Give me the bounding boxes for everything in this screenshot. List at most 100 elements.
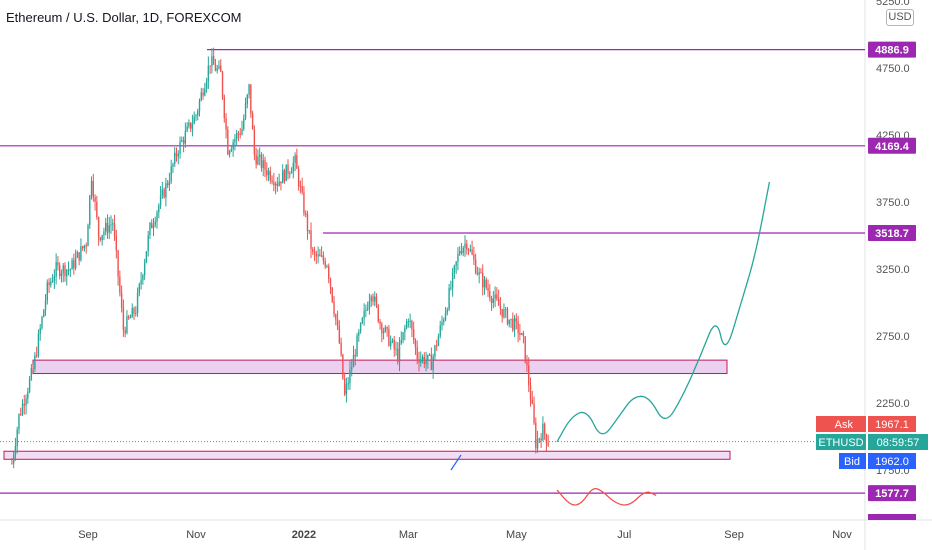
candle bbox=[280, 181, 282, 184]
candle bbox=[143, 262, 146, 276]
candle bbox=[361, 318, 364, 324]
candle bbox=[393, 339, 395, 350]
candle bbox=[12, 455, 15, 464]
candle bbox=[372, 296, 374, 302]
currency-badge[interactable]: USD bbox=[886, 9, 914, 26]
candle bbox=[505, 309, 507, 311]
candle bbox=[388, 329, 390, 346]
candle bbox=[432, 356, 434, 370]
candle bbox=[230, 149, 233, 152]
candle bbox=[282, 170, 284, 184]
candle bbox=[365, 309, 367, 311]
candle bbox=[487, 287, 489, 292]
candle bbox=[425, 360, 427, 365]
candle bbox=[324, 261, 326, 267]
candle bbox=[397, 348, 399, 363]
candle bbox=[404, 328, 406, 333]
candle bbox=[366, 308, 369, 310]
candle bbox=[480, 272, 482, 274]
candle bbox=[74, 257, 77, 269]
candle bbox=[389, 341, 392, 346]
candle bbox=[18, 414, 20, 430]
candle bbox=[16, 429, 18, 447]
level-tag bbox=[868, 41, 916, 58]
candle bbox=[467, 249, 470, 251]
candle bbox=[124, 330, 126, 334]
candle bbox=[94, 197, 96, 202]
candle bbox=[543, 423, 546, 435]
x-tick-label: Sep bbox=[78, 529, 98, 541]
candle bbox=[308, 230, 310, 232]
candle bbox=[90, 180, 93, 196]
y-tick-label: 4750.0 bbox=[876, 63, 910, 75]
candle bbox=[489, 291, 491, 299]
candle bbox=[135, 313, 137, 315]
candle bbox=[251, 113, 254, 130]
candle bbox=[515, 318, 518, 322]
candle bbox=[234, 138, 236, 143]
candle bbox=[186, 126, 188, 132]
candle bbox=[244, 104, 247, 119]
candle bbox=[129, 317, 132, 319]
candle bbox=[503, 309, 505, 318]
candle bbox=[110, 224, 112, 226]
candle bbox=[262, 160, 264, 169]
candle bbox=[289, 173, 291, 175]
candle bbox=[497, 298, 500, 306]
support-zone bbox=[32, 359, 728, 375]
candle bbox=[207, 65, 210, 81]
candle bbox=[62, 265, 64, 274]
candle bbox=[191, 123, 194, 129]
candle bbox=[64, 265, 66, 277]
candle bbox=[138, 284, 141, 294]
candle bbox=[283, 170, 286, 181]
candle bbox=[274, 183, 277, 186]
candle bbox=[342, 354, 344, 379]
candle bbox=[67, 269, 70, 271]
candle bbox=[301, 186, 303, 193]
candle bbox=[409, 320, 411, 322]
candle bbox=[531, 399, 533, 404]
candle bbox=[338, 326, 341, 343]
candle bbox=[133, 308, 135, 314]
candle bbox=[14, 446, 17, 456]
candle bbox=[246, 94, 248, 105]
candle bbox=[66, 269, 68, 277]
candle bbox=[243, 118, 245, 129]
candle bbox=[34, 355, 36, 369]
candle bbox=[78, 252, 80, 261]
candle bbox=[542, 423, 544, 441]
candle bbox=[460, 251, 463, 254]
candle bbox=[499, 305, 502, 309]
candle bbox=[459, 251, 461, 254]
trend-stroke[interactable] bbox=[450, 454, 462, 471]
candle bbox=[221, 72, 224, 97]
candle bbox=[128, 316, 130, 319]
candle bbox=[149, 222, 151, 236]
candle bbox=[535, 422, 537, 449]
candle bbox=[395, 348, 397, 350]
candle bbox=[510, 318, 512, 320]
candle bbox=[184, 131, 187, 144]
candle bbox=[538, 438, 541, 440]
candle bbox=[421, 356, 424, 360]
candle bbox=[278, 181, 280, 186]
candle bbox=[170, 166, 172, 182]
candle bbox=[80, 246, 82, 261]
candle bbox=[161, 189, 164, 195]
projection-path-down[interactable] bbox=[556, 487, 657, 506]
candle bbox=[216, 68, 218, 71]
candle bbox=[43, 309, 45, 317]
candle bbox=[326, 266, 328, 268]
candle bbox=[20, 414, 22, 416]
y-tick-label: 3750.0 bbox=[876, 197, 910, 209]
candle bbox=[519, 332, 521, 335]
candle bbox=[147, 235, 149, 252]
y-tick-label: 2750.0 bbox=[876, 331, 910, 343]
projection-path-up[interactable] bbox=[556, 181, 771, 443]
candle bbox=[145, 251, 148, 263]
candle bbox=[83, 245, 86, 249]
countdown: 08:59:57 bbox=[877, 437, 920, 449]
candle bbox=[264, 160, 266, 170]
